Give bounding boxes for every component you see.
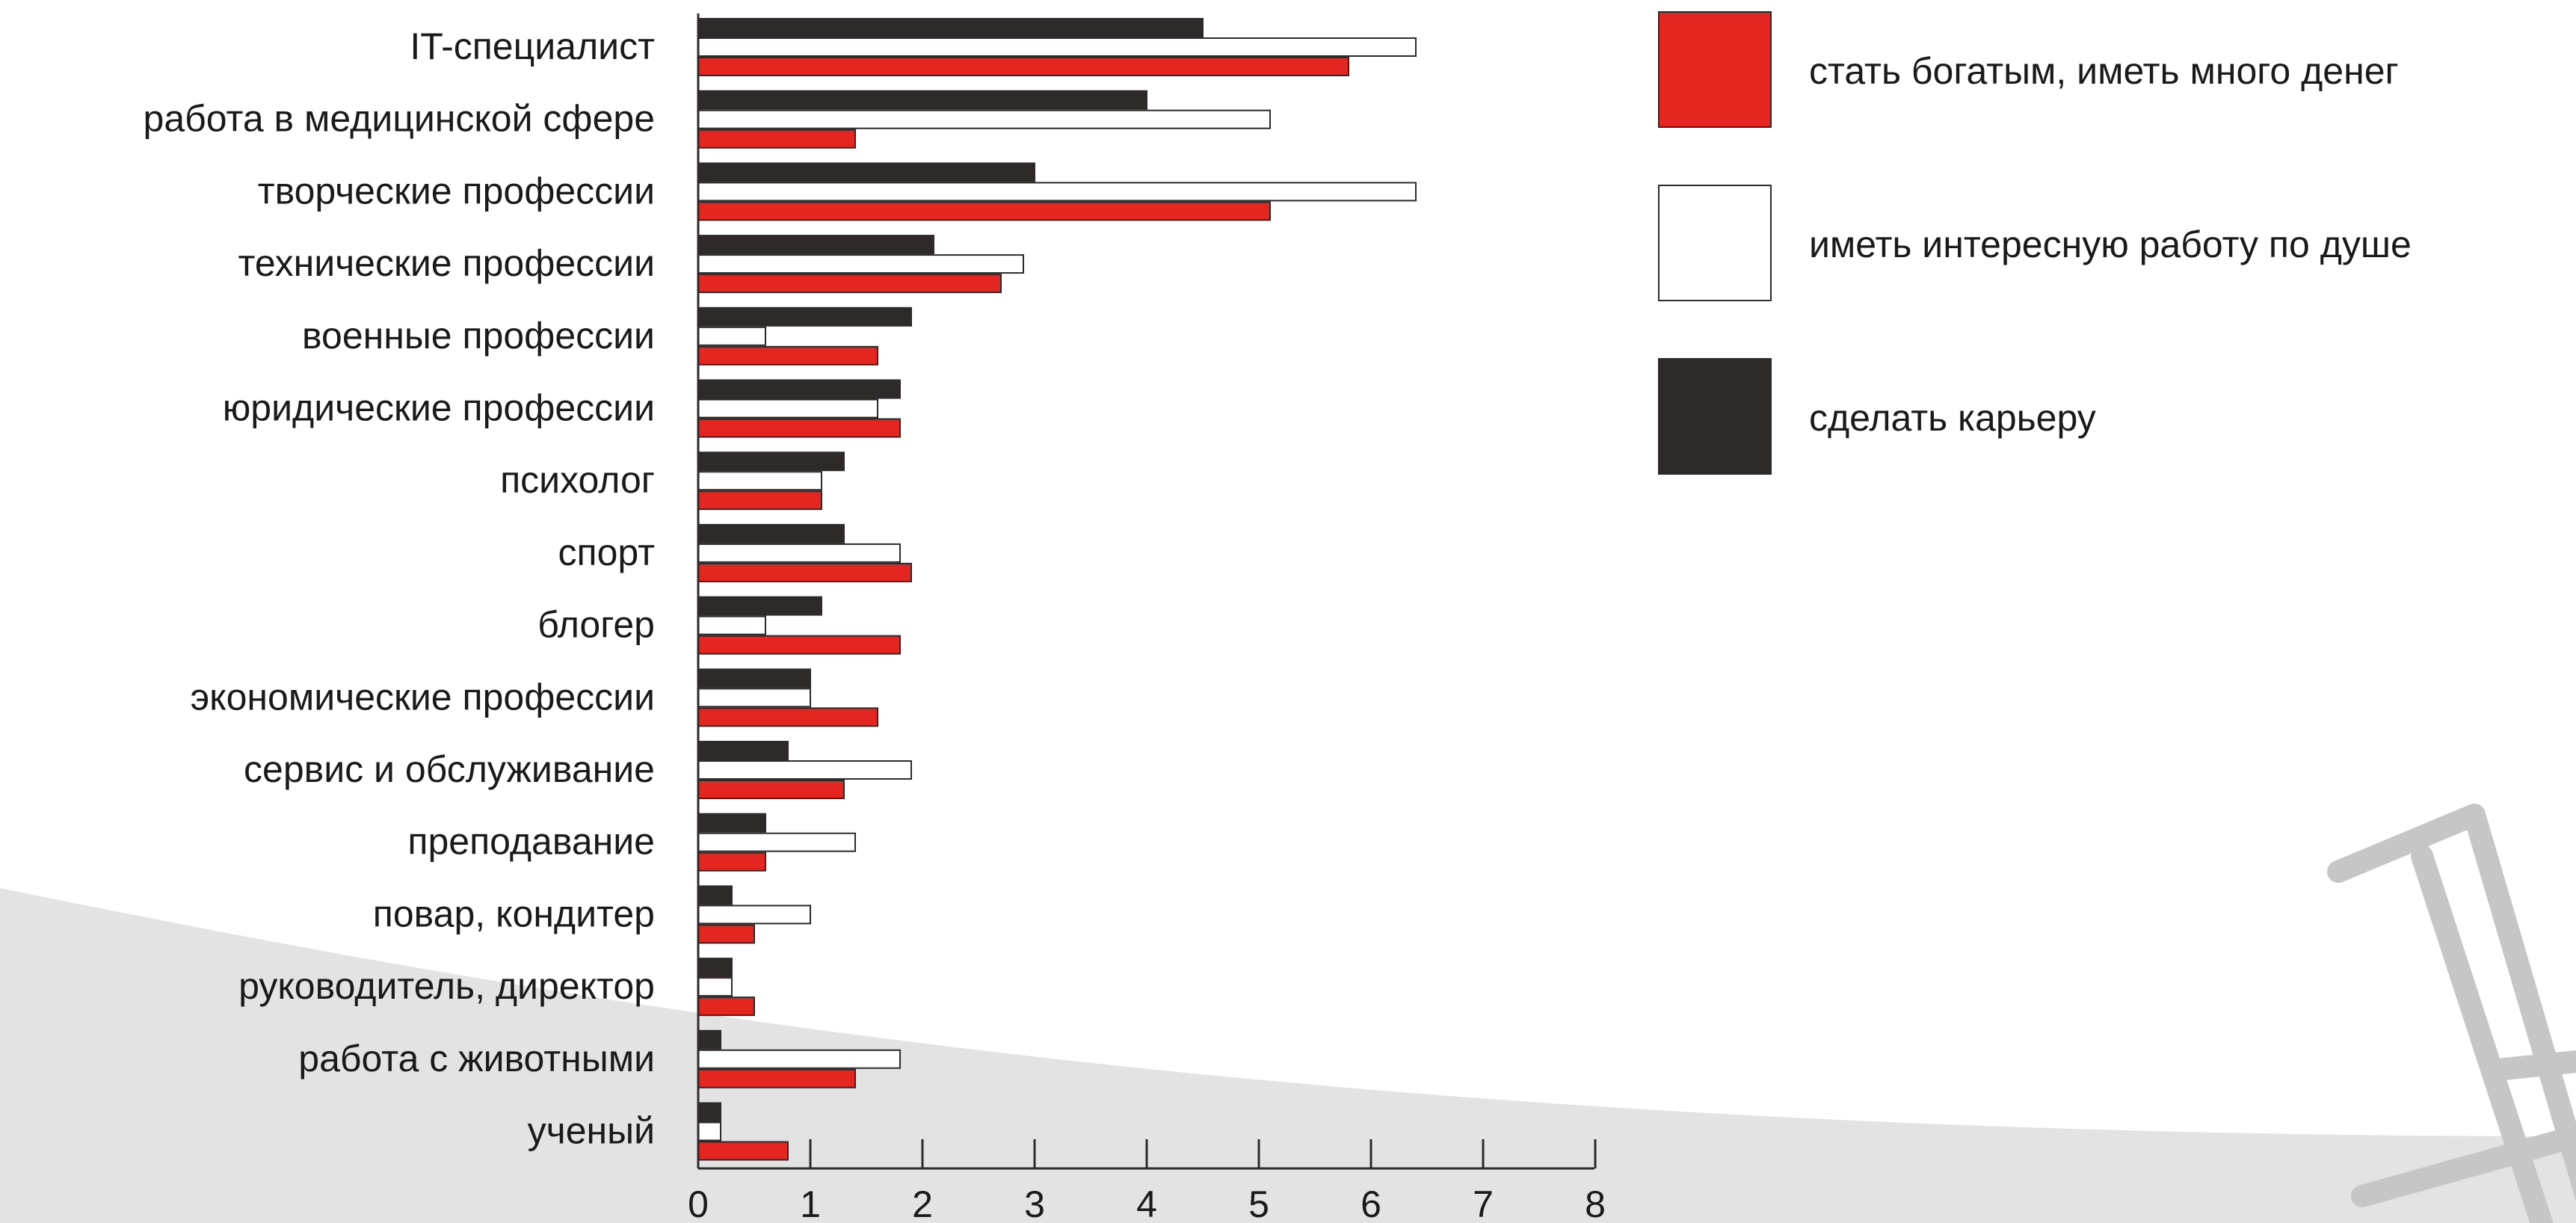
bar-стать-богатым-иметь-много-денег-7 [697, 490, 822, 511]
legend-swatch-иметь-интересную-работу-по-душе [1658, 185, 1772, 301]
bar-стать-богатым-иметь-много-денег-5 [697, 345, 878, 366]
bar-стать-богатым-иметь-много-денег-13 [697, 924, 755, 944]
bar-иметь-интересную-работу-по-душе-3 [697, 182, 1417, 202]
bar-сделать-карьеру-13 [697, 885, 733, 905]
bar-иметь-интересную-работу-по-душе-9 [697, 615, 766, 635]
category-label: повар, кондитер [373, 893, 655, 934]
x-tick-label: 7 [1473, 1183, 1494, 1223]
background-wave [0, 888, 2576, 1223]
bar-сделать-карьеру-15 [697, 1029, 721, 1050]
category-label: психолог [500, 459, 655, 501]
x-axis-ticks: 0 1 2 3 4 5 6 7 8 [688, 1139, 1606, 1223]
bar-сделать-карьеру-3 [697, 162, 1035, 182]
bar-стать-богатым-иметь-много-денег-11 [697, 780, 845, 799]
x-tick-label: 6 [1361, 1183, 1381, 1223]
bar-иметь-интересную-работу-по-душе-5 [697, 326, 766, 346]
x-tick-label: 5 [1248, 1183, 1269, 1223]
x-tick-label: 8 [1585, 1183, 1606, 1223]
category-label: блогер [537, 604, 655, 646]
legend-swatch-сделать-карьеру [1658, 358, 1772, 475]
x-tick-label: 1 [800, 1183, 821, 1223]
bar-сделать-карьеру-5 [697, 306, 912, 327]
x-tick-label: 4 [1136, 1183, 1157, 1223]
bar-сделать-карьеру-9 [697, 596, 822, 616]
category-label: экономические профессии [191, 676, 655, 718]
category-label: преподавание [407, 821, 655, 863]
legend-label: стать богатым, иметь много денег [1809, 50, 2399, 92]
bar-иметь-интересную-работу-по-душе-1 [697, 37, 1417, 57]
bar-стать-богатым-иметь-много-денег-15 [697, 1068, 856, 1088]
background-decoration [0, 804, 2576, 1223]
bar-иметь-интересную-работу-по-душе-4 [697, 254, 1024, 274]
legend-label: сделать карьеру [1809, 397, 2096, 439]
bar-иметь-интересную-работу-по-душе-6 [697, 398, 878, 419]
bar-сделать-карьеру-16 [697, 1102, 721, 1122]
bar-стать-богатым-иметь-много-денег-16 [697, 1141, 789, 1161]
bar-иметь-интересную-работу-по-душе-7 [697, 471, 822, 491]
bar-сделать-карьеру-14 [697, 958, 733, 978]
bar-стать-богатым-иметь-много-денег-4 [697, 274, 1002, 294]
bar-сделать-карьеру-8 [697, 523, 845, 543]
bar-иметь-интересную-работу-по-душе-14 [697, 977, 733, 997]
category-label: технические профессии [238, 242, 655, 284]
category-label: юридические профессии [223, 387, 655, 429]
category-label: руководитель, директор [238, 965, 655, 1007]
bar-иметь-интересную-работу-по-душе-8 [697, 543, 901, 563]
bar-сделать-карьеру-11 [697, 741, 789, 760]
legend-label: иметь интересную работу по душе [1809, 224, 2412, 265]
category-label: работа с животными [298, 1038, 655, 1079]
bar-стать-богатым-иметь-много-денег-9 [697, 635, 901, 655]
category-label: спорт [558, 532, 656, 573]
bar-иметь-интересную-работу-по-душе-16 [697, 1121, 721, 1142]
bar-сделать-карьеру-1 [697, 18, 1204, 37]
category-label: военные профессии [302, 315, 655, 357]
x-tick-label: 0 [688, 1183, 709, 1223]
bar-сделать-карьеру-7 [697, 452, 845, 472]
ladder-decoration [2327, 804, 2576, 1223]
category-label: творческие профессии [258, 170, 655, 212]
x-tick-label: 3 [1024, 1183, 1045, 1223]
bar-сделать-карьеру-4 [697, 235, 934, 255]
bar-стать-богатым-иметь-много-денег-1 [697, 57, 1349, 76]
category-label: работа в медицинской сфере [144, 98, 655, 140]
bars [697, 18, 1417, 1161]
bar-иметь-интересную-работу-по-душе-15 [697, 1049, 901, 1069]
x-tick-label: 2 [912, 1183, 933, 1223]
bar-иметь-интересную-работу-по-душе-11 [697, 760, 912, 780]
category-label: ученый [528, 1110, 655, 1152]
bar-иметь-интересную-работу-по-душе-13 [697, 905, 811, 925]
bar-сделать-карьеру-12 [697, 813, 766, 833]
bar-сделать-карьеру-6 [697, 379, 901, 399]
category-label: сервис и обслуживание [244, 748, 655, 790]
bar-стать-богатым-иметь-много-денег-2 [697, 129, 856, 149]
category-label: IT-специалист [410, 25, 655, 67]
legend-swatch-стать-богатым-иметь-много-денег [1658, 11, 1772, 128]
bar-иметь-интересную-работу-по-душе-10 [697, 688, 811, 708]
bar-сделать-карьеру-10 [697, 668, 811, 688]
bar-сделать-карьеру-2 [697, 90, 1147, 110]
category-labels: IT-специалист работа в медицинской сфере т… [144, 25, 656, 1152]
bar-стать-богатым-иметь-много-денег-3 [697, 201, 1271, 221]
bar-иметь-интересную-работу-по-душе-12 [697, 832, 856, 852]
bar-стать-богатым-иметь-много-денег-12 [697, 851, 766, 872]
legend: стать богатым, иметь много денег иметь ин… [1658, 11, 2412, 475]
bar-иметь-интересную-работу-по-душе-2 [697, 109, 1271, 129]
bar-стать-богатым-иметь-много-денег-6 [697, 418, 901, 438]
bar-стать-богатым-иметь-много-денег-10 [697, 707, 878, 727]
bar-стать-богатым-иметь-много-денег-8 [697, 562, 912, 582]
bar-стать-богатым-иметь-много-денег-14 [697, 996, 755, 1017]
